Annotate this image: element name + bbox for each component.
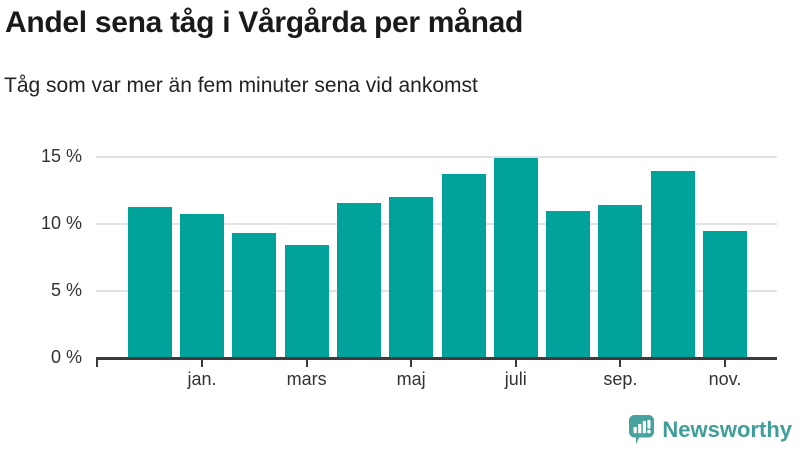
x-axis-label: nov. xyxy=(708,369,742,389)
x-axis-label: maj xyxy=(396,369,426,389)
newsworthy-logo-icon xyxy=(629,415,655,445)
y-axis-label: 5 % xyxy=(50,280,82,301)
x-axis-label: mars xyxy=(286,369,327,389)
gridline-5 xyxy=(96,290,777,293)
bar-feb. xyxy=(232,232,277,357)
bar-nov. xyxy=(703,231,747,357)
chart-title: Andel sena tåg i Vårgårda per månad xyxy=(5,6,524,39)
x-axis-tick xyxy=(514,360,517,367)
bar-sep. xyxy=(598,204,643,357)
gridline-15 xyxy=(96,156,777,159)
x-axis-tick xyxy=(619,360,622,367)
x-axis-label: juli xyxy=(504,369,527,389)
brand-footer: Newsworthy xyxy=(628,414,792,445)
bar-apr. xyxy=(336,203,381,357)
bar-jan. xyxy=(180,213,224,357)
bar-okt. xyxy=(650,171,695,357)
x-axis-label: sep. xyxy=(603,369,638,389)
bar-aug. xyxy=(546,211,591,357)
y-axis-label: 10 % xyxy=(40,213,82,234)
x-axis-tick xyxy=(201,360,203,367)
bar-mars xyxy=(284,244,329,357)
x-axis-line xyxy=(96,357,777,360)
bar-juli xyxy=(493,157,538,357)
y-axis-label: 15 % xyxy=(40,146,82,167)
axis-edge-tick xyxy=(96,357,98,367)
x-axis-tick xyxy=(410,360,413,367)
gridline-10 xyxy=(96,223,777,226)
x-axis-label: jan. xyxy=(187,369,217,389)
x-axis-tick xyxy=(305,360,308,367)
chart-subtitle: Tåg som var mer än fem minuter sena vid … xyxy=(4,74,478,97)
bar-dec. xyxy=(127,207,172,357)
y-axis-label: 0 % xyxy=(50,347,82,367)
brand-name: Newsworthy xyxy=(662,416,792,442)
bar-juni xyxy=(441,173,486,357)
bar-maj xyxy=(389,196,434,357)
x-axis-tick xyxy=(724,360,726,367)
